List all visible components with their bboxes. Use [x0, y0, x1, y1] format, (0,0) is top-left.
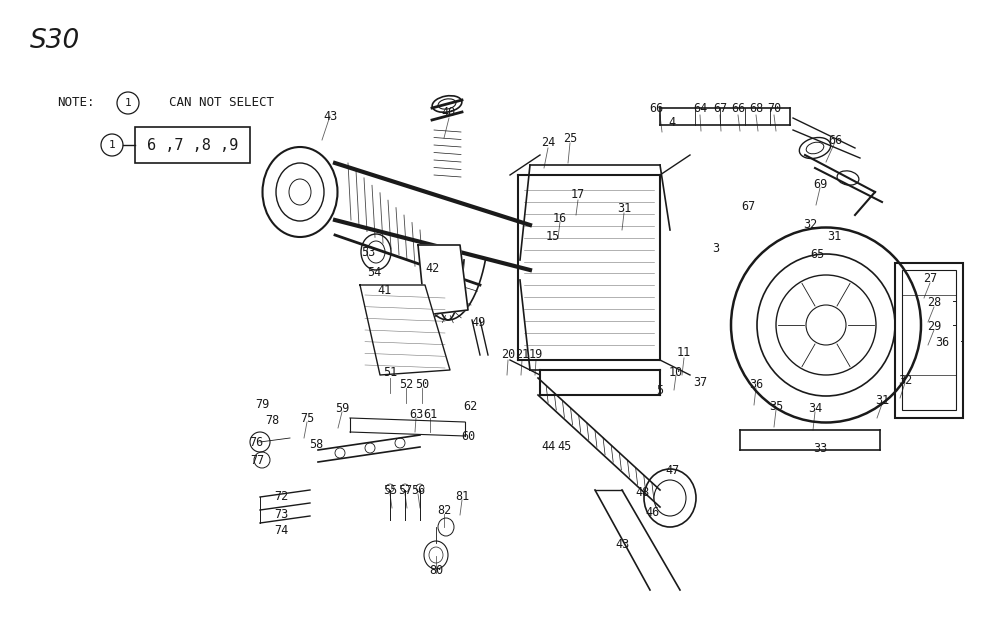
- Text: 31: 31: [616, 203, 631, 215]
- Text: 4: 4: [669, 115, 676, 128]
- Text: 58: 58: [309, 438, 323, 451]
- Text: 5: 5: [656, 383, 664, 397]
- Text: 32: 32: [898, 374, 912, 387]
- Text: 79: 79: [255, 397, 270, 410]
- Text: 73: 73: [274, 508, 288, 520]
- Text: 11: 11: [677, 345, 691, 358]
- Text: CAN NOT SELECT: CAN NOT SELECT: [169, 97, 274, 110]
- Text: 29: 29: [927, 319, 941, 333]
- Text: 64: 64: [693, 101, 708, 115]
- Text: 19: 19: [529, 349, 543, 362]
- Text: 32: 32: [803, 219, 818, 231]
- Text: 25: 25: [563, 131, 577, 144]
- Text: 47: 47: [665, 465, 679, 478]
- Text: 61: 61: [423, 408, 437, 422]
- Text: 74: 74: [274, 524, 288, 537]
- Text: 34: 34: [808, 401, 823, 415]
- Text: 53: 53: [361, 247, 376, 260]
- Text: 65: 65: [810, 247, 825, 260]
- Text: 36: 36: [749, 378, 763, 392]
- Text: 75: 75: [300, 412, 314, 424]
- Text: 59: 59: [335, 401, 349, 415]
- Text: 77: 77: [250, 453, 265, 467]
- Text: 41: 41: [378, 283, 392, 297]
- Text: 21: 21: [515, 349, 529, 362]
- Text: 31: 31: [826, 231, 841, 244]
- Text: NOTE:: NOTE:: [57, 97, 94, 110]
- Bar: [902, 270, 956, 410]
- Text: 46: 46: [646, 506, 660, 519]
- Text: 63: 63: [409, 408, 423, 422]
- Bar: [135, 127, 250, 163]
- Text: 76: 76: [249, 437, 264, 449]
- Text: 82: 82: [437, 503, 451, 517]
- Text: 56: 56: [411, 483, 425, 497]
- Text: 43: 43: [323, 110, 337, 122]
- Polygon shape: [418, 245, 468, 315]
- Text: 50: 50: [415, 378, 429, 392]
- Text: 72: 72: [274, 490, 288, 503]
- Text: 81: 81: [455, 490, 469, 503]
- Text: 70: 70: [767, 101, 781, 115]
- Text: 60: 60: [461, 429, 475, 442]
- Text: -: -: [951, 319, 958, 333]
- Text: 80: 80: [429, 563, 443, 576]
- Text: 54: 54: [367, 265, 382, 278]
- Text: 69: 69: [813, 178, 827, 192]
- Polygon shape: [360, 285, 450, 375]
- Text: 27: 27: [923, 272, 937, 285]
- Text: 67: 67: [713, 101, 727, 115]
- Text: -: -: [951, 296, 958, 308]
- Text: 57: 57: [397, 483, 412, 497]
- Text: 51: 51: [383, 367, 397, 379]
- Text: 37: 37: [693, 376, 708, 388]
- Text: 43: 43: [615, 538, 630, 551]
- Text: 67: 67: [741, 201, 755, 213]
- Text: 20: 20: [500, 349, 515, 362]
- Text: 16: 16: [553, 213, 567, 226]
- Text: 15: 15: [546, 229, 560, 242]
- Text: 24: 24: [541, 137, 555, 149]
- Text: 62: 62: [463, 399, 477, 413]
- Text: 44: 44: [541, 440, 555, 453]
- Text: 35: 35: [769, 399, 783, 413]
- Text: 28: 28: [927, 296, 941, 308]
- Text: 48: 48: [636, 487, 650, 499]
- Text: 68: 68: [749, 101, 763, 115]
- Text: 52: 52: [398, 378, 413, 392]
- Text: 36: 36: [935, 335, 949, 349]
- Text: 55: 55: [383, 483, 397, 497]
- Text: 17: 17: [571, 188, 585, 201]
- Text: 40: 40: [442, 106, 456, 119]
- Text: S30: S30: [30, 28, 80, 54]
- Text: 66: 66: [649, 101, 663, 115]
- Text: 78: 78: [265, 413, 279, 426]
- Text: 6 ,7 ,8 ,9: 6 ,7 ,8 ,9: [147, 138, 238, 153]
- Text: 1: 1: [125, 98, 132, 108]
- Text: 49: 49: [472, 315, 487, 328]
- Text: 45: 45: [558, 440, 572, 453]
- Bar: [895, 263, 963, 418]
- Text: 1: 1: [109, 140, 115, 150]
- Text: 3: 3: [713, 242, 719, 254]
- Text: 66: 66: [731, 101, 745, 115]
- Text: 33: 33: [813, 442, 827, 454]
- Text: -: -: [959, 335, 966, 349]
- Text: 10: 10: [669, 365, 683, 378]
- Text: 31: 31: [875, 394, 889, 406]
- Text: 66: 66: [827, 133, 842, 147]
- Text: 42: 42: [426, 262, 440, 274]
